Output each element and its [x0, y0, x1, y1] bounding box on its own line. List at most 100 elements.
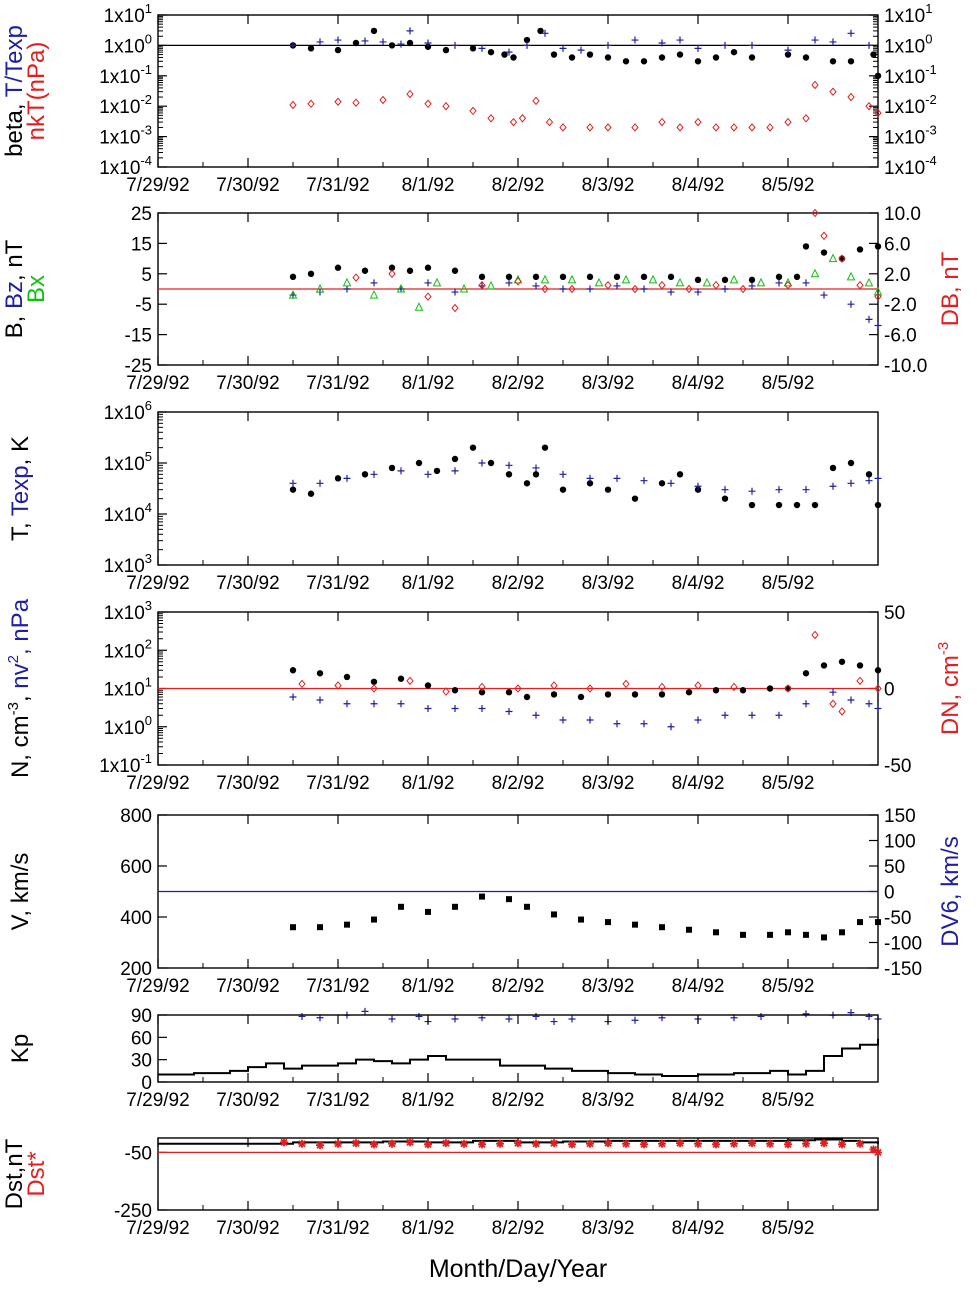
data-point: [784, 51, 792, 58]
y-tick-label: 1x105: [104, 449, 152, 475]
data-point: [829, 87, 837, 96]
data-point: [298, 1012, 306, 1020]
data-point: [676, 471, 684, 478]
x-tick-label: 8/1/92: [402, 773, 455, 794]
data-point: [524, 903, 530, 910]
data-point: [550, 1139, 558, 1148]
data-point: [874, 321, 882, 329]
data-point: [694, 44, 702, 52]
data-point: [631, 1016, 639, 1024]
data-point: [316, 696, 324, 704]
data-point: [712, 54, 720, 61]
data-point: [694, 58, 702, 65]
data-point: [559, 285, 567, 293]
data-point: [685, 689, 693, 696]
data-point: [874, 667, 882, 674]
y-tick-label: 1x101: [104, 675, 152, 701]
data-point: [424, 99, 432, 109]
data-point: [793, 501, 801, 509]
data-point: [316, 670, 324, 677]
data-point: [676, 36, 684, 44]
data-point: [829, 464, 837, 472]
data-point: [298, 1139, 306, 1148]
x-tick-label: 8/2/92: [492, 976, 545, 997]
data-point: [334, 264, 342, 271]
data-point: [496, 1139, 504, 1148]
data-point: [748, 41, 756, 49]
x-tick-label: 8/3/92: [582, 1090, 635, 1111]
data-point: [370, 700, 378, 708]
data-point: [847, 300, 855, 308]
data-point: [424, 470, 432, 478]
data-point: [478, 273, 486, 281]
right-y-tick-label: 1x101: [884, 1, 932, 27]
data-point: [811, 208, 819, 218]
data-point: [532, 1139, 540, 1148]
x-tick-label: 8/1/92: [402, 1218, 455, 1239]
data-point: [289, 693, 297, 701]
data-point: [748, 276, 756, 284]
data-point: [802, 670, 810, 677]
data-point: [874, 108, 882, 118]
data-point: [559, 470, 567, 478]
data-point: [370, 470, 378, 478]
data-point: [730, 48, 738, 56]
x-tick-label: 8/4/92: [672, 1090, 725, 1111]
x-tick-label: 8/1/92: [402, 976, 455, 997]
data-point: [640, 720, 648, 728]
data-point: [604, 280, 612, 290]
y-axis-label: Kp: [7, 1034, 34, 1063]
data-point: [785, 929, 791, 936]
data-point: [478, 459, 486, 467]
data-point: [621, 274, 631, 284]
data-point: [586, 285, 594, 293]
x-tick-label: 7/31/92: [306, 1090, 369, 1111]
data-point: [550, 691, 558, 698]
data-point: [739, 687, 747, 694]
data-point: [586, 684, 594, 693]
data-point: [748, 501, 756, 509]
y-axis-label: T, Texp, K: [7, 436, 34, 541]
data-point: [766, 1139, 774, 1148]
data-point: [802, 54, 810, 61]
data-point: [838, 658, 846, 665]
data-point: [694, 1139, 702, 1148]
data-point: [559, 44, 567, 52]
data-point: [406, 89, 414, 99]
data-point: [577, 693, 585, 701]
data-point: [518, 114, 527, 123]
right-y-tick-label: 10.0: [884, 204, 921, 225]
y-tick-label: 1x102: [104, 636, 152, 662]
data-point: [721, 276, 729, 284]
data-point: [361, 37, 369, 45]
right-y-axis-label: DV6, km/s: [937, 836, 964, 947]
data-point: [307, 270, 315, 277]
data-point: [820, 249, 828, 256]
data-point: [289, 486, 297, 493]
data-point: [343, 285, 351, 293]
data-point: [874, 72, 882, 80]
y-tick-label: 1x10-3: [99, 123, 152, 149]
data-point: [847, 696, 855, 704]
data-point: [631, 36, 639, 44]
data-point: [838, 1140, 846, 1149]
y-tick-label: 1x10-1: [99, 62, 152, 88]
x-tick-label: 8/3/92: [582, 175, 635, 196]
data-point: [415, 1012, 423, 1020]
data-point: [658, 54, 666, 61]
data-point: [874, 705, 882, 712]
y-tick-label: 400: [120, 908, 152, 929]
y-tick-label: -25: [125, 356, 152, 377]
data-point: [451, 687, 459, 694]
data-point: [289, 479, 297, 487]
data-point: [730, 682, 738, 692]
right-y-tick-label: -10.0: [884, 356, 927, 377]
data-point: [550, 1018, 558, 1026]
data-point: [567, 274, 577, 284]
data-point: [379, 95, 387, 105]
data-point: [865, 471, 873, 478]
data-point: [550, 51, 558, 58]
data-point: [451, 1015, 459, 1023]
data-point: [865, 700, 873, 708]
